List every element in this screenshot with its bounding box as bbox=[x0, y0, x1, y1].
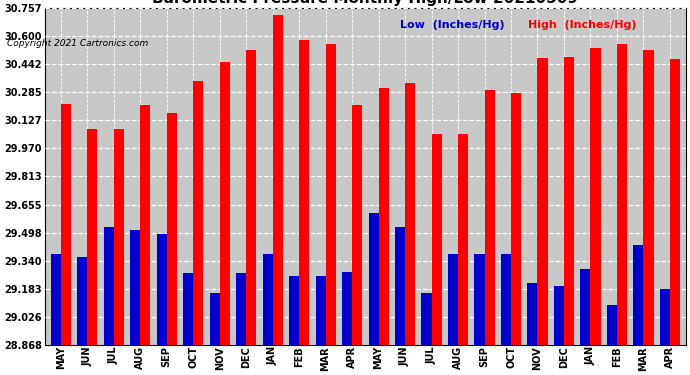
Bar bbox=[104, 227, 114, 345]
Bar bbox=[395, 227, 405, 345]
Bar bbox=[236, 273, 246, 345]
Bar bbox=[50, 254, 61, 345]
Bar bbox=[538, 57, 548, 345]
Title: Barometric Pressure Monthly High/Low 20210509: Barometric Pressure Monthly High/Low 202… bbox=[152, 0, 578, 6]
Bar bbox=[422, 293, 431, 345]
Text: Copyright 2021 Cartronics.com: Copyright 2021 Cartronics.com bbox=[7, 39, 148, 48]
Bar bbox=[326, 44, 335, 345]
Bar bbox=[633, 244, 644, 345]
Bar bbox=[501, 254, 511, 345]
Bar bbox=[193, 81, 204, 345]
Bar bbox=[448, 254, 458, 345]
Bar bbox=[273, 15, 283, 345]
Bar bbox=[405, 83, 415, 345]
Bar bbox=[246, 50, 256, 345]
Bar bbox=[511, 93, 521, 345]
Bar bbox=[167, 113, 177, 345]
Bar bbox=[484, 90, 495, 345]
Bar bbox=[114, 129, 124, 345]
Bar bbox=[368, 213, 379, 345]
Bar bbox=[210, 293, 219, 345]
Bar bbox=[580, 269, 591, 345]
Bar bbox=[617, 44, 627, 345]
Text: High  (Inches/Hg): High (Inches/Hg) bbox=[528, 21, 636, 30]
Bar bbox=[670, 59, 680, 345]
Bar bbox=[315, 276, 326, 345]
Bar bbox=[660, 289, 670, 345]
Bar bbox=[607, 305, 617, 345]
Bar bbox=[157, 234, 167, 345]
Bar bbox=[140, 105, 150, 345]
Bar bbox=[130, 230, 140, 345]
Bar bbox=[458, 134, 468, 345]
Bar bbox=[289, 276, 299, 345]
Text: Low  (Inches/Hg): Low (Inches/Hg) bbox=[400, 21, 505, 30]
Bar bbox=[299, 40, 309, 345]
Bar bbox=[61, 104, 71, 345]
Bar bbox=[87, 129, 97, 345]
Bar bbox=[475, 255, 484, 345]
Bar bbox=[554, 286, 564, 345]
Bar bbox=[352, 105, 362, 345]
Bar bbox=[644, 50, 653, 345]
Bar bbox=[342, 272, 352, 345]
Bar bbox=[527, 283, 538, 345]
Bar bbox=[591, 48, 600, 345]
Bar bbox=[183, 273, 193, 345]
Bar bbox=[564, 57, 574, 345]
Bar bbox=[219, 62, 230, 345]
Bar bbox=[431, 134, 442, 345]
Bar bbox=[77, 257, 87, 345]
Bar bbox=[379, 88, 388, 345]
Bar bbox=[263, 254, 273, 345]
